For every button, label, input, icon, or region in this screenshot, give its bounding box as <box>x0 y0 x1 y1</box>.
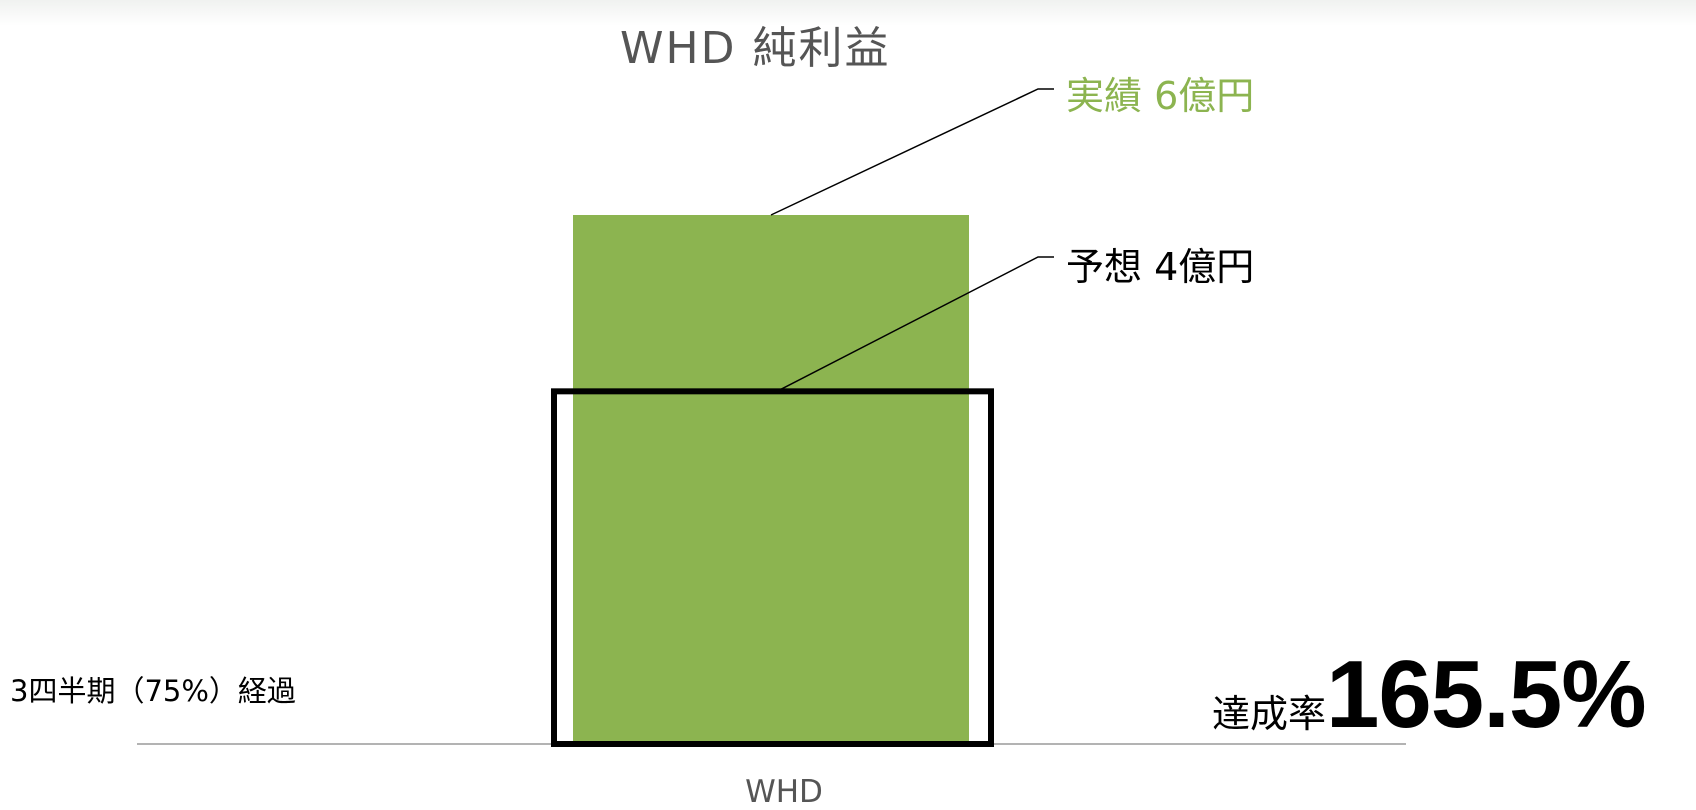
top-shade <box>0 0 1696 26</box>
achievement-rate-value: 165.5% <box>1326 641 1647 748</box>
achievement-rate-label: 達成率 <box>1212 692 1327 736</box>
x-tick-label-whd: WHD <box>745 774 823 810</box>
data-label-actual: 実績 6億円 <box>1066 74 1255 118</box>
elapsed-period-note: 3四半期（75%）経過 <box>10 674 296 708</box>
bar-forecast-whd <box>551 388 994 747</box>
leader-line-actual <box>770 88 1054 216</box>
achievement-rate: 達成率165.5% <box>1212 640 1647 750</box>
chart-title: WHD 純利益 <box>620 23 891 74</box>
leader-line-forecast <box>776 256 1054 393</box>
data-label-forecast: 予想 4億円 <box>1066 245 1255 289</box>
bar-actual-whd <box>573 215 969 744</box>
